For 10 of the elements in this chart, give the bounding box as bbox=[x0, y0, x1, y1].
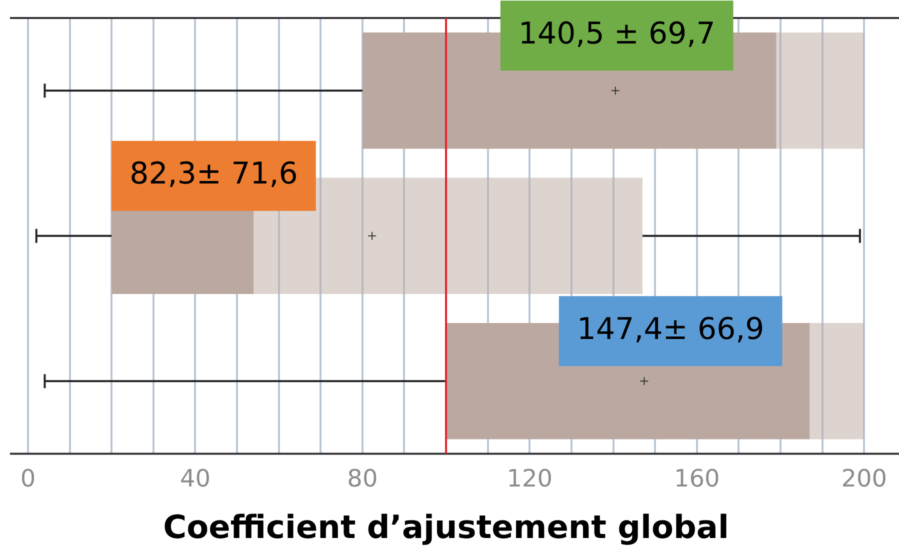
x-tick-label: 160 bbox=[674, 464, 720, 492]
annotation: 147,4± 66,9 bbox=[576, 312, 764, 347]
x-tick-label: 0 bbox=[20, 464, 36, 492]
annotation: 140,5 ± 69,7 bbox=[518, 16, 716, 52]
annotation: 82,3± 71,6 bbox=[130, 156, 298, 192]
x-tick-label: 200 bbox=[841, 464, 887, 492]
x-tick-label: 120 bbox=[506, 464, 553, 492]
x-tick-label: 80 bbox=[347, 464, 378, 492]
x-axis-title: Coefficient d’ajustement global bbox=[163, 508, 729, 546]
x-tick-label: 40 bbox=[180, 464, 210, 492]
